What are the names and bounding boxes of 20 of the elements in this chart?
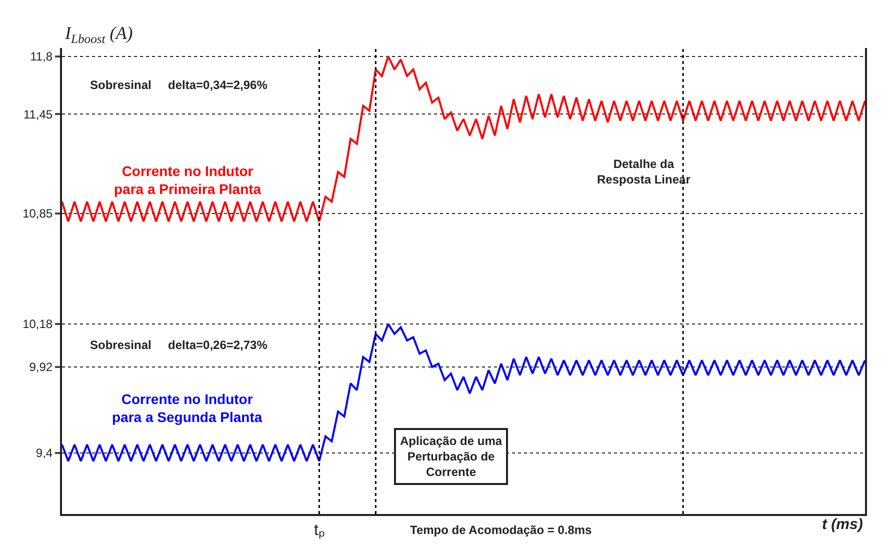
x-axis-title: t (ms) <box>822 516 863 533</box>
annotation: Detalhe da Resposta Linear <box>597 157 691 187</box>
y-tick-label: 11,8 <box>30 49 53 64</box>
series-label: Corrente no Indutor para a Segunda Planta <box>112 391 262 426</box>
y-axis-title: I$_{Lboost}$ (A) <box>64 23 133 46</box>
series-label: Corrente no Indutor para a Primeira Planta <box>114 163 262 198</box>
annotation: Sobresinal <box>90 78 152 92</box>
annotation: delta=0,26=2,73% <box>168 338 268 352</box>
annotation: delta=0,34=2,96% <box>168 78 268 92</box>
y-tick-label: 9,92 <box>29 360 53 374</box>
x-tick-label: tₚ <box>314 522 324 540</box>
y-tick-label: 9,4 <box>36 446 53 460</box>
text: Tempo de Acomodação = 0.8ms <box>410 523 592 537</box>
line-series <box>62 55 865 223</box>
annotation: Sobresinal <box>90 338 152 352</box>
y-tick-label: 10,18 <box>22 317 53 332</box>
y-tick-label: 10,85 <box>22 206 53 220</box>
line-series <box>62 322 865 462</box>
y-tick-label: 11,45 <box>23 107 53 122</box>
annotation: Aplicação de uma Perturbação de Corrente <box>400 434 502 480</box>
